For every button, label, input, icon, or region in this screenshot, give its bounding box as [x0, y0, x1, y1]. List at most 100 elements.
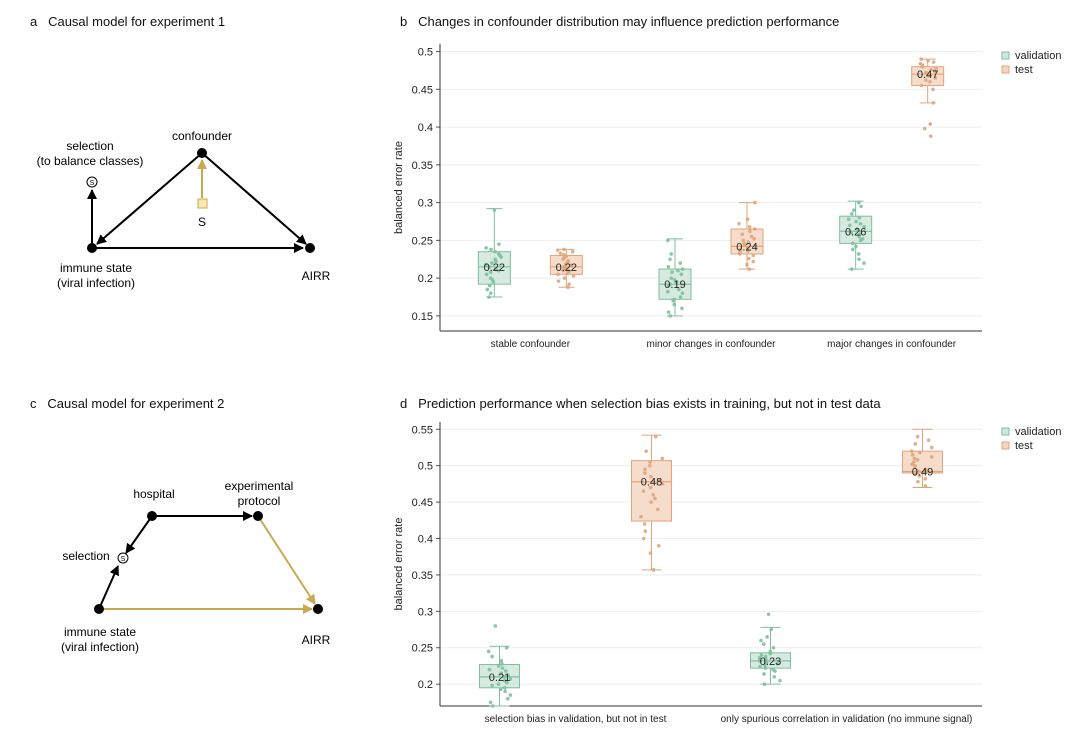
data-point [497, 242, 501, 246]
data-point [488, 270, 493, 274]
data-point [849, 267, 854, 271]
data-point [931, 101, 936, 105]
data-point [499, 671, 503, 676]
data-point [771, 645, 776, 650]
data-point [677, 287, 681, 292]
data-point [668, 314, 673, 318]
legend-swatch-test [1001, 65, 1010, 74]
data-point [738, 250, 742, 255]
data-point [929, 67, 933, 72]
label-selection-c: selection [62, 549, 109, 563]
data-point [489, 291, 493, 296]
data-point [493, 624, 498, 628]
y-tick-label: 0.5 [418, 461, 433, 473]
data-point [738, 247, 743, 252]
data-point [487, 265, 492, 269]
data-point [666, 289, 670, 294]
data-point [850, 247, 855, 252]
data-point [917, 450, 922, 455]
s-square-node [197, 198, 208, 209]
x-category-label: stable confounder [491, 339, 571, 350]
data-point [747, 267, 752, 271]
median-label: 0.49 [912, 467, 933, 479]
data-point [918, 61, 923, 66]
label-selection-a-2: (to balance classes) [37, 154, 144, 168]
data-point [751, 259, 755, 264]
data-point [680, 291, 685, 296]
data-point [648, 463, 652, 468]
data-point [857, 232, 862, 237]
diagram-a: S confounder selection (to balance class… [37, 129, 331, 290]
label-immune-a-1: immune state [60, 261, 132, 275]
data-point [656, 478, 661, 483]
y-tick-label: 0.45 [412, 84, 433, 96]
data-point [669, 252, 674, 256]
data-point [496, 268, 501, 273]
data-point [912, 460, 916, 464]
data-point [856, 252, 861, 256]
data-point [923, 484, 928, 488]
data-point [913, 442, 918, 446]
y-tick-label: 0.35 [412, 570, 433, 582]
data-point [556, 279, 561, 283]
data-point [486, 649, 491, 654]
y-tick-label: 0.45 [412, 497, 433, 509]
edge-confounder-airr [201, 152, 307, 245]
data-point [737, 221, 741, 226]
edge-protocol-airr [257, 515, 316, 605]
data-point [487, 295, 491, 299]
x-category-label: minor changes in confounder [647, 339, 777, 350]
x-category-label: major changes in confounder [827, 339, 957, 350]
data-point [923, 467, 928, 472]
data-point [562, 252, 566, 257]
chart-b: 0.15 0.2 0.25 0.3 0.35 0.4 0.45 0.5 balanced err… [393, 44, 1061, 350]
data-point [752, 227, 757, 231]
label-hospital: hospital [133, 487, 174, 501]
data-point [649, 474, 653, 479]
data-point [746, 240, 751, 244]
data-point [910, 452, 915, 457]
data-point [487, 283, 492, 288]
data-point [916, 468, 920, 473]
node-selection-a [86, 176, 98, 188]
data-point [772, 675, 777, 679]
median-label: 0.26 [845, 226, 866, 238]
data-point [852, 208, 856, 212]
data-point [660, 482, 665, 486]
y-tick-label: 0.5 [418, 47, 433, 59]
data-point [493, 249, 497, 254]
data-point [929, 445, 934, 450]
data-point [778, 678, 782, 683]
data-point [502, 675, 507, 679]
data-point [752, 237, 756, 241]
y-tick-label: 0.15 [412, 311, 433, 323]
median-label: 0.19 [664, 279, 685, 291]
data-point [651, 493, 655, 497]
data-point [919, 83, 924, 88]
data-point [926, 438, 931, 443]
data-point [493, 267, 498, 271]
data-point [847, 223, 852, 228]
data-point [644, 449, 648, 453]
data-point [913, 463, 917, 468]
label-airr-c: AIRR [302, 633, 331, 647]
y-tick-label: 0.25 [412, 235, 433, 247]
data-point [745, 217, 750, 222]
data-point [556, 272, 560, 277]
panel-a-title-text: Causal model for experiment 1 [48, 14, 226, 29]
data-point [848, 229, 852, 234]
data-point [648, 485, 653, 490]
data-point [648, 551, 653, 555]
data-point [676, 268, 680, 273]
label-airr-a: AIRR [302, 269, 331, 283]
data-point [928, 134, 933, 138]
data-point [747, 224, 752, 229]
data-point [651, 479, 655, 484]
data-point [924, 78, 928, 83]
diagram-c: S hospital experimental protocol selecti… [61, 479, 331, 654]
edge-confounder-immune [96, 152, 203, 245]
data-point [498, 687, 503, 692]
data-point [660, 456, 665, 461]
node-selection-c [117, 552, 129, 564]
data-point [490, 683, 494, 688]
